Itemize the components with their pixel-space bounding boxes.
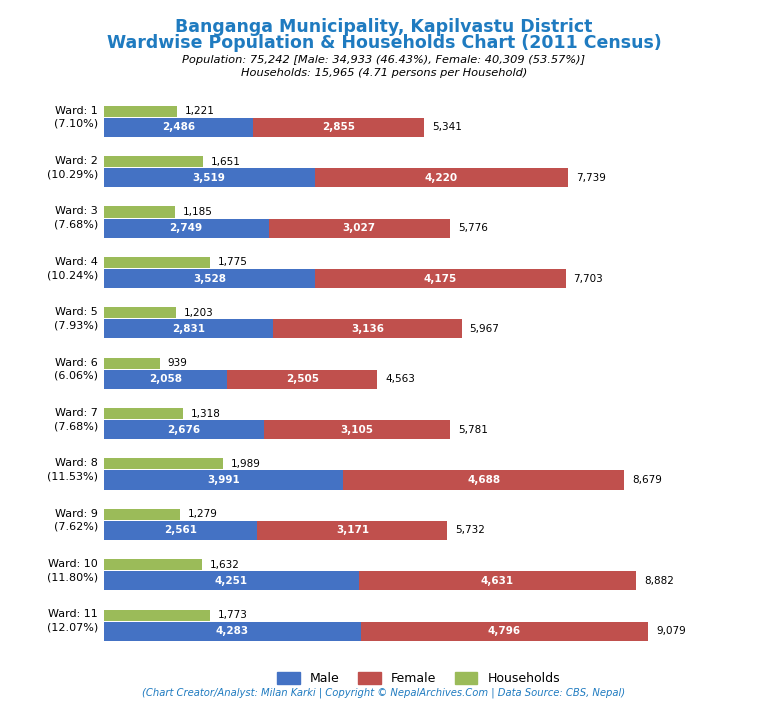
Bar [104,106,177,117]
Text: 4,631: 4,631 [481,576,514,586]
Bar [104,219,269,238]
Bar [227,370,377,389]
Bar [264,420,450,439]
Text: 1,221: 1,221 [185,106,214,116]
Text: 4,251: 4,251 [214,576,248,586]
Bar [273,320,462,339]
Text: 1,632: 1,632 [210,559,240,569]
Text: 3,991: 3,991 [207,475,240,485]
Bar [315,168,568,187]
Text: 2,486: 2,486 [162,122,195,132]
Text: 7,739: 7,739 [576,173,605,182]
Text: 7,703: 7,703 [574,273,603,283]
Text: 9,079: 9,079 [656,626,686,636]
Bar [104,358,160,368]
Bar [104,509,180,520]
Bar [257,521,448,540]
Text: 939: 939 [167,358,187,368]
Bar [104,459,223,469]
Bar [104,320,273,339]
Text: 4,688: 4,688 [467,475,500,485]
Bar [343,471,624,490]
Bar [269,219,450,238]
Bar [104,521,257,540]
Bar [104,269,316,288]
Bar [104,408,183,419]
Bar [104,420,264,439]
Text: 4,796: 4,796 [488,626,521,636]
Text: 1,773: 1,773 [218,610,248,620]
Text: 2,561: 2,561 [164,525,197,535]
Text: 4,220: 4,220 [425,173,458,182]
Text: (Chart Creator/Analyst: Milan Karki | Copyright © NepalArchives.Com | Data Sourc: (Chart Creator/Analyst: Milan Karki | Co… [142,687,626,698]
Bar [104,471,343,490]
Text: 2,831: 2,831 [172,324,205,334]
Bar [359,572,637,590]
Text: 4,563: 4,563 [386,374,415,384]
Bar [104,621,360,640]
Text: 1,318: 1,318 [190,408,220,418]
Text: 2,749: 2,749 [170,223,203,233]
Bar [104,207,175,217]
Text: Banganga Municipality, Kapilvastu District: Banganga Municipality, Kapilvastu Distri… [175,18,593,36]
Bar [104,609,210,621]
Text: 3,519: 3,519 [193,173,226,182]
Text: Wardwise Population & Households Chart (2011 Census): Wardwise Population & Households Chart (… [107,34,661,52]
Text: 1,651: 1,651 [210,157,240,167]
Text: 3,105: 3,105 [341,425,374,435]
Text: 4,175: 4,175 [424,273,457,283]
Text: 3,171: 3,171 [336,525,369,535]
Bar [104,118,253,137]
Bar [104,370,227,389]
Bar [104,168,315,187]
Text: 8,679: 8,679 [632,475,662,485]
Text: 2,505: 2,505 [286,374,319,384]
Text: 5,341: 5,341 [432,122,462,132]
Text: Population: 75,242 [Male: 34,933 (46.43%), Female: 40,309 (53.57%)]: Population: 75,242 [Male: 34,933 (46.43%… [183,55,585,65]
Text: 2,058: 2,058 [149,374,182,384]
Text: 2,676: 2,676 [167,425,200,435]
Text: 1,775: 1,775 [218,258,248,268]
Text: 5,776: 5,776 [458,223,488,233]
Bar [316,269,566,288]
Text: 3,027: 3,027 [343,223,376,233]
Bar [253,118,424,137]
Text: 3,528: 3,528 [193,273,226,283]
Text: 8,882: 8,882 [644,576,674,586]
Text: 1,279: 1,279 [188,509,218,519]
Bar [104,559,201,570]
Text: 1,185: 1,185 [183,207,213,217]
Bar [104,572,359,590]
Bar [104,307,176,318]
Bar [104,156,203,167]
Text: 5,967: 5,967 [469,324,499,334]
Text: Households: 15,965 (4.71 persons per Household): Households: 15,965 (4.71 persons per Hou… [241,68,527,78]
Text: 4,283: 4,283 [216,626,249,636]
Text: 1,989: 1,989 [230,459,260,469]
Text: 5,781: 5,781 [458,425,488,435]
Text: 5,732: 5,732 [455,525,485,535]
Bar [104,257,210,268]
Text: 3,136: 3,136 [351,324,384,334]
Legend: Male, Female, Households: Male, Female, Households [272,667,565,690]
Text: 2,855: 2,855 [322,122,355,132]
Text: 1,203: 1,203 [184,307,214,318]
Bar [360,621,648,640]
